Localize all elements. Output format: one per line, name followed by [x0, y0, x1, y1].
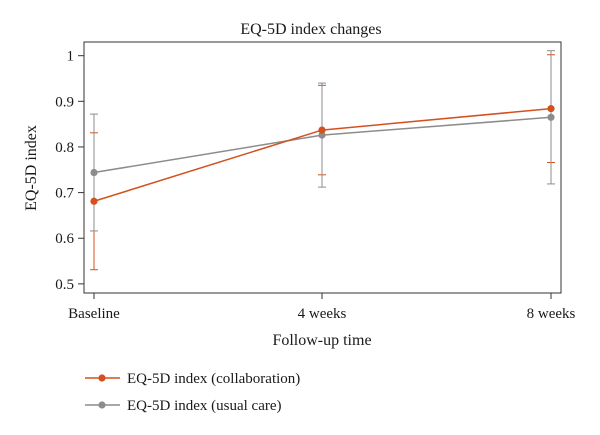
data-point-series-1 [90, 168, 98, 177]
data-point-series-1 [318, 131, 326, 139]
data-point-series-0 [547, 105, 555, 113]
legend: EQ-5D index (collaboration) EQ-5D index (… [85, 371, 300, 414]
x-tick-label: Baseline [68, 306, 120, 322]
error-bars [90, 50, 555, 271]
data-point-series-1 [547, 113, 555, 121]
data-point-series-0 [318, 126, 326, 134]
legend-label-0: EQ-5D index (collaboration) [127, 371, 300, 387]
legend-marker-1 [98, 401, 106, 409]
y-tick-label: 0.5 [55, 277, 74, 293]
x-axis-label: Follow-up time [272, 332, 371, 349]
y-axis-label: EQ-5D index [23, 125, 40, 211]
data-point-series-0 [90, 197, 98, 205]
y-tick-label: 0.9 [55, 94, 74, 110]
y-tick-label: 0.6 [55, 231, 74, 247]
y-tick-label: 1 [67, 49, 75, 65]
series-points [90, 105, 555, 205]
legend-marker-0 [98, 374, 106, 382]
x-tick-label: 4 weeks [298, 306, 347, 322]
chart-title: EQ-5D index changes [240, 21, 381, 38]
y-axis: 0.5 0.6 0.7 0.8 0.9 1 [55, 49, 84, 293]
legend-label-1: EQ-5D index (usual care) [127, 398, 282, 414]
y-tick-label: 0.8 [55, 140, 74, 156]
y-tick-label: 0.7 [55, 186, 74, 202]
x-axis: Baseline 4 weeks 8 weeks [68, 293, 576, 322]
x-tick-label: 8 weeks [527, 306, 576, 322]
